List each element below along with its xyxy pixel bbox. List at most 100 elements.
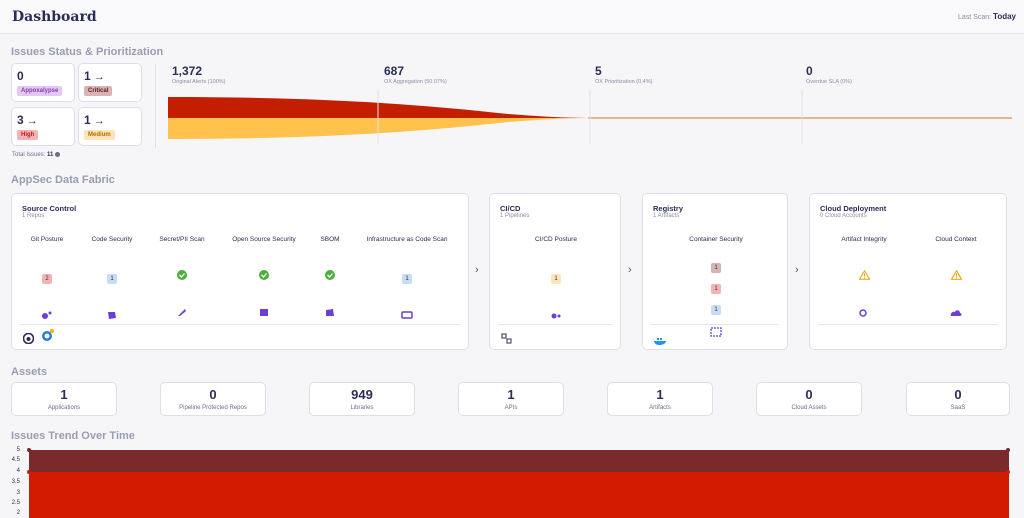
chevron-right-icon: › — [475, 264, 479, 276]
col-label: Container Security — [689, 236, 743, 243]
col-sbom[interactable]: SBOM — [290, 236, 370, 322]
github-icon[interactable] — [22, 331, 35, 349]
severity-badge: Medium — [84, 130, 115, 140]
warning-icon — [824, 267, 904, 285]
docker-icon[interactable] — [654, 332, 667, 350]
severity-card-high[interactable]: 3 → High — [11, 107, 75, 146]
funnel-stage-aggregation: 687 OX Aggregation (50.07%) — [384, 64, 447, 85]
check-icon — [290, 267, 370, 285]
trend-point[interactable] — [1006, 448, 1010, 452]
col-code-security[interactable]: Code Security 1 — [72, 236, 152, 325]
severity-badge: Critical — [84, 86, 113, 96]
col-iac-scan[interactable]: Infrastructure as Code Scan 1 — [357, 236, 457, 325]
total-issues-value: 11 — [47, 152, 54, 159]
card-subtitle: 1 Repos — [22, 213, 45, 219]
page-header: Dashboard Last Scan: Today — [0, 0, 1024, 34]
trend-area-critical — [29, 450, 1009, 472]
col-label: CI/CD Posture — [535, 236, 577, 243]
y-tick: 4.5 — [11, 457, 20, 463]
count-badge: 1 — [711, 305, 721, 315]
asset-value: 0 — [954, 387, 962, 402]
y-tick: 4 — [16, 468, 20, 474]
severity-count: 3 → — [17, 113, 38, 127]
asset-card-applications[interactable]: 1 Applications — [11, 382, 117, 416]
col-label: Git Posture — [30, 236, 64, 243]
severity-count: 1 → — [84, 69, 105, 83]
funnel-stage-overdue: 0 Overdue SLA (0%) — [806, 64, 852, 85]
col-label: Code Security — [91, 236, 133, 243]
asset-label: Pipeline Protected Repos — [179, 405, 247, 411]
severity-card-critical[interactable]: 1 → Critical — [78, 63, 142, 102]
asset-label: APIs — [504, 405, 518, 411]
asset-label: Libraries — [350, 405, 374, 411]
trend-point[interactable] — [1006, 470, 1010, 474]
card-divider — [20, 324, 460, 325]
card-divider — [818, 324, 998, 325]
last-scan-value: Today — [993, 12, 1016, 21]
count-badge: 1 — [107, 274, 117, 284]
col-label: Cloud Context — [935, 236, 977, 243]
stage-label: Original Alerts (100%) — [172, 79, 226, 85]
azure-repos-icon[interactable] — [41, 329, 54, 347]
col-git-posture[interactable]: Git Posture 2 — [7, 236, 87, 325]
trend-area-high — [29, 472, 1009, 518]
funnel-red — [168, 97, 1012, 118]
col-cloud-context[interactable]: Cloud Context — [916, 236, 996, 322]
y-tick: 3 — [16, 490, 20, 496]
total-issues: Total Issues: 11 — [12, 152, 61, 159]
asset-value: 0 — [209, 387, 217, 402]
card-divider — [498, 324, 612, 325]
card-divider — [651, 324, 779, 325]
chevron-right-icon: › — [795, 264, 799, 276]
funnel-yellow — [168, 118, 1012, 139]
asset-label: Applications — [47, 405, 81, 411]
asset-value: 1 — [507, 387, 515, 402]
asset-card-artifacts[interactable]: 1 Artifacts — [607, 382, 713, 416]
chevron-right-icon: › — [628, 264, 632, 276]
code-security-icon — [72, 307, 152, 325]
col-open-source[interactable]: Open Source Security — [224, 236, 304, 322]
severity-count: 0 — [17, 69, 24, 83]
count-badge: 2 — [42, 274, 52, 284]
y-tick: 3.5 — [11, 479, 20, 485]
artifact-integrity-icon — [824, 304, 904, 322]
asset-card-pipeline-protected-repos[interactable]: 0 Pipeline Protected Repos — [160, 382, 266, 416]
asset-card-apis[interactable]: 1 APIs — [458, 382, 564, 416]
asset-card-saas[interactable]: 0 SaaS — [906, 382, 1010, 416]
col-container-security[interactable]: Container Security 1 1 1 — [676, 236, 756, 342]
count-badge: 1 — [711, 263, 721, 273]
asset-card-cloud-assets[interactable]: 0 Cloud Assets — [756, 382, 862, 416]
cicd-card[interactable]: CI/CD 1 Pipelines CI/CD Posture 1 — [489, 193, 621, 350]
trend-y-axis: 5 4.5 4 3.5 3 2.5 2 — [0, 447, 24, 518]
sbom-icon — [290, 304, 370, 322]
arrow-right-icon: → — [93, 71, 105, 83]
stage-value: 687 — [384, 64, 405, 78]
cloud-deployment-card[interactable]: Cloud Deployment 0 Cloud Accounts Artifa… — [809, 193, 1007, 350]
y-tick: 2 — [16, 510, 20, 516]
trend-point[interactable] — [27, 470, 31, 474]
card-subtitle: 1 Pipelines — [500, 213, 530, 219]
col-artifact-integrity[interactable]: Artifact Integrity — [824, 236, 904, 322]
total-issues-label: Total Issues: — [12, 152, 46, 159]
registry-card[interactable]: Registry 1 Artifacts Container Security … — [642, 193, 788, 350]
trend-point[interactable] — [27, 448, 31, 452]
last-scan: Last Scan: Today — [958, 12, 1016, 21]
col-label: Secret/PII Scan — [159, 236, 205, 243]
asset-label: Artifacts — [649, 405, 671, 411]
source-control-card[interactable]: Source Control 1 Repos Git Posture 2 Cod… — [11, 193, 469, 350]
asset-value: 1 — [656, 387, 664, 402]
asset-value: 949 — [351, 387, 373, 402]
col-cicd-posture[interactable]: CI/CD Posture 1 — [516, 236, 596, 325]
warning-icon — [916, 267, 996, 285]
open-source-icon — [224, 304, 304, 322]
col-secret-scan[interactable]: Secret/PII Scan — [142, 236, 222, 322]
assets-title: Assets — [11, 366, 48, 378]
severity-card-medium[interactable]: 1 → Medium — [78, 107, 142, 146]
asset-label: Cloud Assets — [791, 405, 827, 411]
pipeline-icon[interactable] — [501, 331, 512, 349]
asset-card-libraries[interactable]: 949 Libraries — [309, 382, 415, 416]
severity-card-appoxalypse[interactable]: 0 Appoxalypse — [11, 63, 75, 102]
stage-value: 1,372 — [172, 64, 203, 78]
card-subtitle: 1 Artifacts — [653, 213, 680, 219]
card-title: Cloud Deployment — [820, 204, 887, 213]
